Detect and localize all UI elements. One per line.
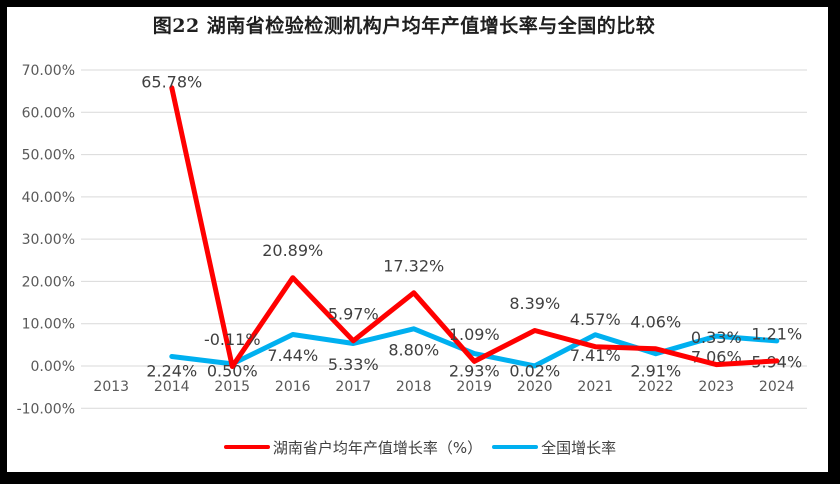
legend-line-swatch-hunan xyxy=(223,444,270,450)
y-axis-tick-label: 70.00% xyxy=(22,63,75,79)
data-label-hunan: 8.39% xyxy=(509,294,560,313)
data-label-national: 2.24% xyxy=(146,362,197,381)
y-axis-tick-label: 10.00% xyxy=(22,317,75,333)
chart-title: 图22 湖南省检验检测机构户均年产值增长率与全国的比较 xyxy=(152,15,656,37)
legend: 湖南省户均年产值增长率（%） 全国增长率 xyxy=(0,434,840,460)
y-axis-tick-label: 40.00% xyxy=(22,190,75,206)
series-line-hunan xyxy=(169,85,780,369)
x-axis-tick-label: 2024 xyxy=(759,379,795,395)
y-axis-tick-label: 20.00% xyxy=(22,274,75,290)
data-label-national: 7.44% xyxy=(267,346,318,365)
legend-label-hunan: 湖南省户均年产值增长率（%） xyxy=(272,438,483,457)
x-axis-tick-label: 2014 xyxy=(154,379,190,395)
series-line-national xyxy=(169,326,780,369)
data-label-hunan: 0.33% xyxy=(691,328,742,347)
data-label-national: 5.33% xyxy=(328,355,379,374)
data-label-hunan: 1.21% xyxy=(751,324,802,343)
data-label-national: 2.93% xyxy=(449,362,500,381)
x-axis-tick-label: 2016 xyxy=(275,379,311,395)
x-axis-tick-label: 2019 xyxy=(456,379,492,395)
data-label-hunan: 1.09% xyxy=(449,325,500,344)
legend-item-hunan: 湖南省户均年产值增长率（%） xyxy=(223,437,483,458)
x-axis-tick-label: 2015 xyxy=(214,379,250,395)
data-label-national: 2.91% xyxy=(630,362,681,381)
x-axis-tick-label: 2021 xyxy=(577,379,613,395)
y-axis-tick-label: -10.00% xyxy=(17,401,75,417)
data-label-hunan: 65.78% xyxy=(141,73,202,92)
data-label-hunan: 20.89% xyxy=(262,241,323,260)
legend-label-national: 全国增长率 xyxy=(541,438,617,457)
y-axis-tick-label: 30.00% xyxy=(22,232,75,248)
legend-line-swatch-national xyxy=(492,444,539,450)
x-axis-tick-label: 2022 xyxy=(638,379,674,395)
data-label-hunan: 4.06% xyxy=(630,312,681,331)
data-label-national: 0.02% xyxy=(509,362,560,381)
x-axis-tick-label: 2023 xyxy=(698,379,734,395)
data-label-hunan: 5.97% xyxy=(328,304,379,323)
data-label-hunan: -0.11% xyxy=(204,330,261,349)
data-label-national: 0.50% xyxy=(207,362,258,381)
y-axis-tick-label: 50.00% xyxy=(22,148,75,164)
data-label-hunan: 4.57% xyxy=(570,310,621,329)
y-axis-tick-label: 60.00% xyxy=(22,105,75,121)
x-axis-tick-label: 2017 xyxy=(335,379,371,395)
data-label-national: 8.80% xyxy=(388,340,439,359)
data-label-hunan: 17.32% xyxy=(383,256,444,275)
x-axis-tick-label: 2013 xyxy=(93,379,129,395)
x-axis-tick-label: 2020 xyxy=(517,379,553,395)
legend-item-national: 全国增长率 xyxy=(492,437,616,458)
data-label-national: 7.41% xyxy=(570,346,621,365)
x-axis-tick-label: 2018 xyxy=(396,379,432,395)
y-axis-tick-label: 0.00% xyxy=(31,359,75,375)
